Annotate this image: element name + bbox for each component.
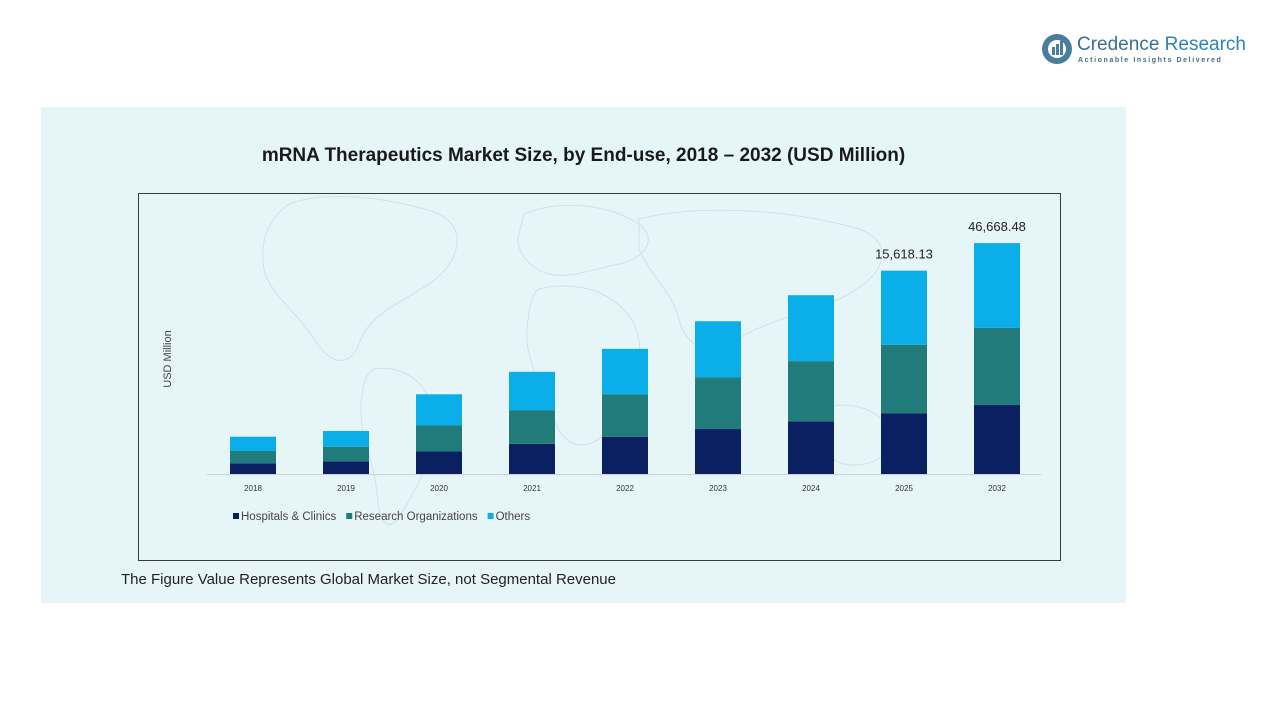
- bar-2032-series-1: [974, 327, 1020, 406]
- bar-2022-series-1: [602, 394, 648, 437]
- bar-2025-series-2: [881, 270, 927, 345]
- x-tick-label-2022: 2022: [616, 484, 634, 493]
- chart-title: mRNA Therapeutics Market Size, by End-us…: [261, 145, 906, 166]
- bar-2025-series-0: [881, 413, 927, 474]
- bar-2020-series-0: [416, 451, 462, 474]
- chart-frame: USD Million 2018 2019 2020 2021 2022 2023 2024…: [138, 193, 1061, 561]
- x-tick-label-2025: 2025: [895, 484, 913, 493]
- bar-2018-series-1: [230, 451, 276, 464]
- bar-stack-2018: [230, 436, 276, 474]
- y-axis-label: USD Million: [162, 330, 174, 387]
- legend-swatch-1: [346, 513, 353, 519]
- bar-stack-2023: [695, 321, 741, 474]
- y-axis-label-group: USD Million: [162, 330, 174, 387]
- bar-2019-series-0: [323, 461, 369, 474]
- bar-stack-2021: [509, 371, 555, 474]
- data-label-2032: 46,668.48: [968, 219, 1026, 234]
- data-labels: 15,618.13 46,668.48: [875, 219, 1026, 262]
- bar-2023-series-1: [695, 377, 741, 430]
- brand-logo: Credence Research Actionable Insights De…: [1040, 32, 1255, 68]
- bar-2021-series-2: [509, 371, 555, 411]
- legend-swatch-2: [487, 513, 494, 519]
- data-label-2025: 15,618.13: [875, 247, 933, 262]
- credence-logo-icon: [1042, 34, 1072, 64]
- chart-footnote: The Figure Value Represents Global Marke…: [121, 571, 616, 588]
- bar-2020-series-2: [416, 394, 462, 426]
- bar-2019-series-1: [323, 446, 369, 462]
- bar-2023-series-0: [695, 429, 741, 474]
- brand-tagline: Actionable Insights Delivered: [1078, 57, 1223, 64]
- bar-2021-series-1: [509, 410, 555, 444]
- brand-name-part1: Credence: [1077, 34, 1160, 55]
- brand-name-part2: Research: [1159, 34, 1246, 55]
- bar-2032-series-0: [974, 405, 1020, 474]
- legend-label-2: Others: [496, 511, 531, 523]
- bar-2024-series-0: [788, 421, 834, 474]
- x-axis: 2018 2019 2020 2021 2022 2023 2024 2025 2032: [207, 474, 1041, 493]
- bar-2022-series-2: [602, 348, 648, 395]
- x-tick-label-2024: 2024: [802, 484, 820, 493]
- legend: Hospitals & Clinics Research Organization…: [233, 511, 530, 523]
- bar-2020-series-1: [416, 425, 462, 452]
- bar-stack-2025: [881, 270, 927, 474]
- chart-svg: USD Million 2018 2019 2020 2021 2022 2023 2024…: [162, 196, 1041, 525]
- legend-label-0: Hospitals & Clinics: [241, 511, 336, 523]
- x-tick-label-2021: 2021: [523, 484, 541, 493]
- bar-2024-series-2: [788, 295, 834, 362]
- bar-stack-2022: [602, 348, 648, 474]
- bar-2018-series-2: [230, 436, 276, 452]
- x-tick-label-2019: 2019: [337, 484, 355, 493]
- bar-2023-series-2: [695, 321, 741, 378]
- legend-label-1: Research Organizations: [354, 511, 478, 523]
- legend-swatch-0: [233, 513, 239, 519]
- x-tick-label-2032: 2032: [988, 484, 1006, 493]
- bars: [230, 243, 1020, 474]
- brand-name: Credence Research: [1077, 34, 1246, 56]
- x-tick-label-2020: 2020: [430, 484, 448, 493]
- x-tick-label-2023: 2023: [709, 484, 727, 493]
- bar-2019-series-2: [323, 430, 369, 447]
- bar-2022-series-0: [602, 436, 648, 474]
- bar-stack-2019: [323, 430, 369, 474]
- x-tick-label-2018: 2018: [244, 484, 262, 493]
- bar-stack-2024: [788, 295, 834, 474]
- bar-stack-2032: [974, 243, 1020, 474]
- bar-2032-series-2: [974, 243, 1020, 328]
- bar-2025-series-1: [881, 344, 927, 414]
- bar-2021-series-0: [509, 443, 555, 474]
- bar-stack-2020: [416, 394, 462, 474]
- bar-2018-series-0: [230, 463, 276, 474]
- chart-panel: mRNA Therapeutics Market Size, by End-us…: [41, 107, 1126, 603]
- bar-2024-series-1: [788, 361, 834, 422]
